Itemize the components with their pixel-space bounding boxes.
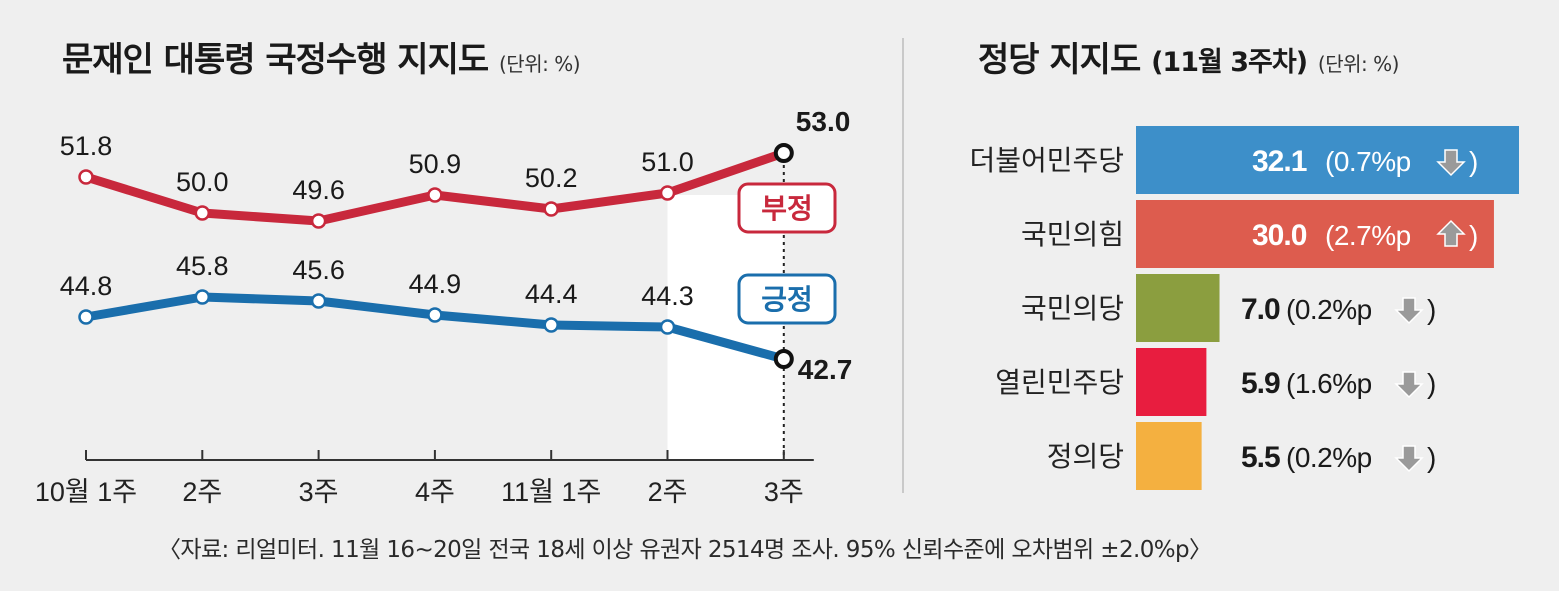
bar-chart-title-text: 정당 지지도 xyxy=(978,40,1141,80)
series-tag-box xyxy=(737,182,837,234)
data-label: 44.8 xyxy=(60,271,113,301)
value-label: 5.5 xyxy=(1241,441,1280,474)
value-label: 30.0 xyxy=(1252,219,1307,252)
data-point xyxy=(773,349,794,369)
x-tick-label: 11월 1주 xyxy=(501,477,601,507)
arrow-down-icon xyxy=(1436,149,1466,177)
party-name: 국민의힘 xyxy=(1021,218,1124,251)
party-name: 국민의당 xyxy=(1021,292,1124,325)
data-point xyxy=(543,201,559,217)
value-label: 32.1 xyxy=(1252,145,1307,178)
arrow-down-icon xyxy=(1394,371,1424,399)
party-name: 열린민주당 xyxy=(995,366,1124,399)
data-label: 53.0 xyxy=(796,106,851,137)
line-chart-title-text: 문재인 대통령 국정수행 지지도 xyxy=(62,40,489,80)
series-tag-label: 부정 xyxy=(761,192,813,225)
change-label: (0.2%p xyxy=(1286,294,1372,325)
data-label: 50.0 xyxy=(176,167,229,197)
close-paren: ) xyxy=(1427,368,1436,399)
data-label: 44.9 xyxy=(409,269,462,299)
arrow-down-icon xyxy=(1394,297,1424,325)
source-note: 〈자료: 리얼미터. 11월 16~20일 전국 18세 이상 유권자 2514… xyxy=(158,537,1212,563)
party-support-bar-chart: 더불어민주당 32.1 (0.7%p)국민의힘 30.0 (2.7%p)국민의당 7.0(… xyxy=(969,126,1519,490)
arrow-up-icon xyxy=(1436,219,1466,247)
party-bar xyxy=(1136,200,1494,268)
close-paren: ) xyxy=(1469,220,1478,251)
data-point xyxy=(194,289,211,305)
data-point xyxy=(427,187,443,203)
data-label: 42.7 xyxy=(798,354,853,385)
data-point xyxy=(659,185,676,201)
arrow-down-icon xyxy=(1394,445,1424,473)
data-label: 49.6 xyxy=(292,175,345,205)
value-label: 5.9 xyxy=(1241,367,1280,400)
series-tag-label: 긍정 xyxy=(761,283,813,316)
party-bar xyxy=(1136,348,1207,416)
party-bar xyxy=(1136,274,1220,342)
party-name: 더불어민주당 xyxy=(969,144,1124,177)
bar-chart-period: (11월 3주차) xyxy=(1151,47,1308,78)
data-label: 51.0 xyxy=(641,147,694,177)
panel-divider xyxy=(902,38,904,493)
series-tag-box xyxy=(737,273,837,325)
x-tick-label: 3주 xyxy=(299,477,339,507)
party-bar xyxy=(1136,422,1202,490)
x-tick-label: 10월 1주 xyxy=(35,477,137,507)
data-label: 44.4 xyxy=(525,279,578,309)
data-point xyxy=(427,307,443,323)
data-label: 45.6 xyxy=(292,255,345,285)
change-label: (2.7%p xyxy=(1325,220,1411,251)
change-label: (0.2%p xyxy=(1286,442,1372,473)
data-label: 50.2 xyxy=(525,163,578,193)
highlight-band xyxy=(667,195,784,460)
value-label: 7.0 xyxy=(1241,293,1280,326)
x-tick-label: 3주 xyxy=(764,477,804,507)
party-name: 정의당 xyxy=(1047,440,1124,473)
data-point xyxy=(78,169,94,185)
data-point xyxy=(310,213,327,229)
x-tick-label: 2주 xyxy=(182,477,222,507)
close-paren: ) xyxy=(1427,442,1436,473)
data-label: 51.8 xyxy=(60,131,113,161)
x-tick-label: 2주 xyxy=(648,477,688,507)
data-point xyxy=(310,293,327,309)
close-paren: ) xyxy=(1427,294,1436,325)
bar-chart-title: 정당 지지도 (11월 3주차) (단위: %) xyxy=(978,32,1399,81)
x-tick-label: 4주 xyxy=(415,477,455,507)
close-paren: ) xyxy=(1469,146,1478,177)
data-label: 45.8 xyxy=(176,251,229,281)
data-point xyxy=(194,205,211,221)
data-point xyxy=(78,309,94,325)
change-label: (0.7%p xyxy=(1325,146,1411,177)
data-label: 44.3 xyxy=(641,281,694,311)
data-label: 50.9 xyxy=(409,149,462,179)
data-point xyxy=(773,143,794,163)
data-point xyxy=(659,319,676,335)
data-point xyxy=(543,317,559,333)
line-chart-unit: (단위: %) xyxy=(499,52,581,76)
approval-line-chart: 10월 1주 2주 3주 4주 11월 1주 2주 3주 51.8 50.0 49.6 50.9 50… xyxy=(35,106,853,507)
change-label: (1.6%p xyxy=(1286,368,1372,399)
bar-chart-unit: (단위: %) xyxy=(1317,52,1400,76)
line-chart-title: 문재인 대통령 국정수행 지지도 (단위: %) xyxy=(62,32,581,81)
